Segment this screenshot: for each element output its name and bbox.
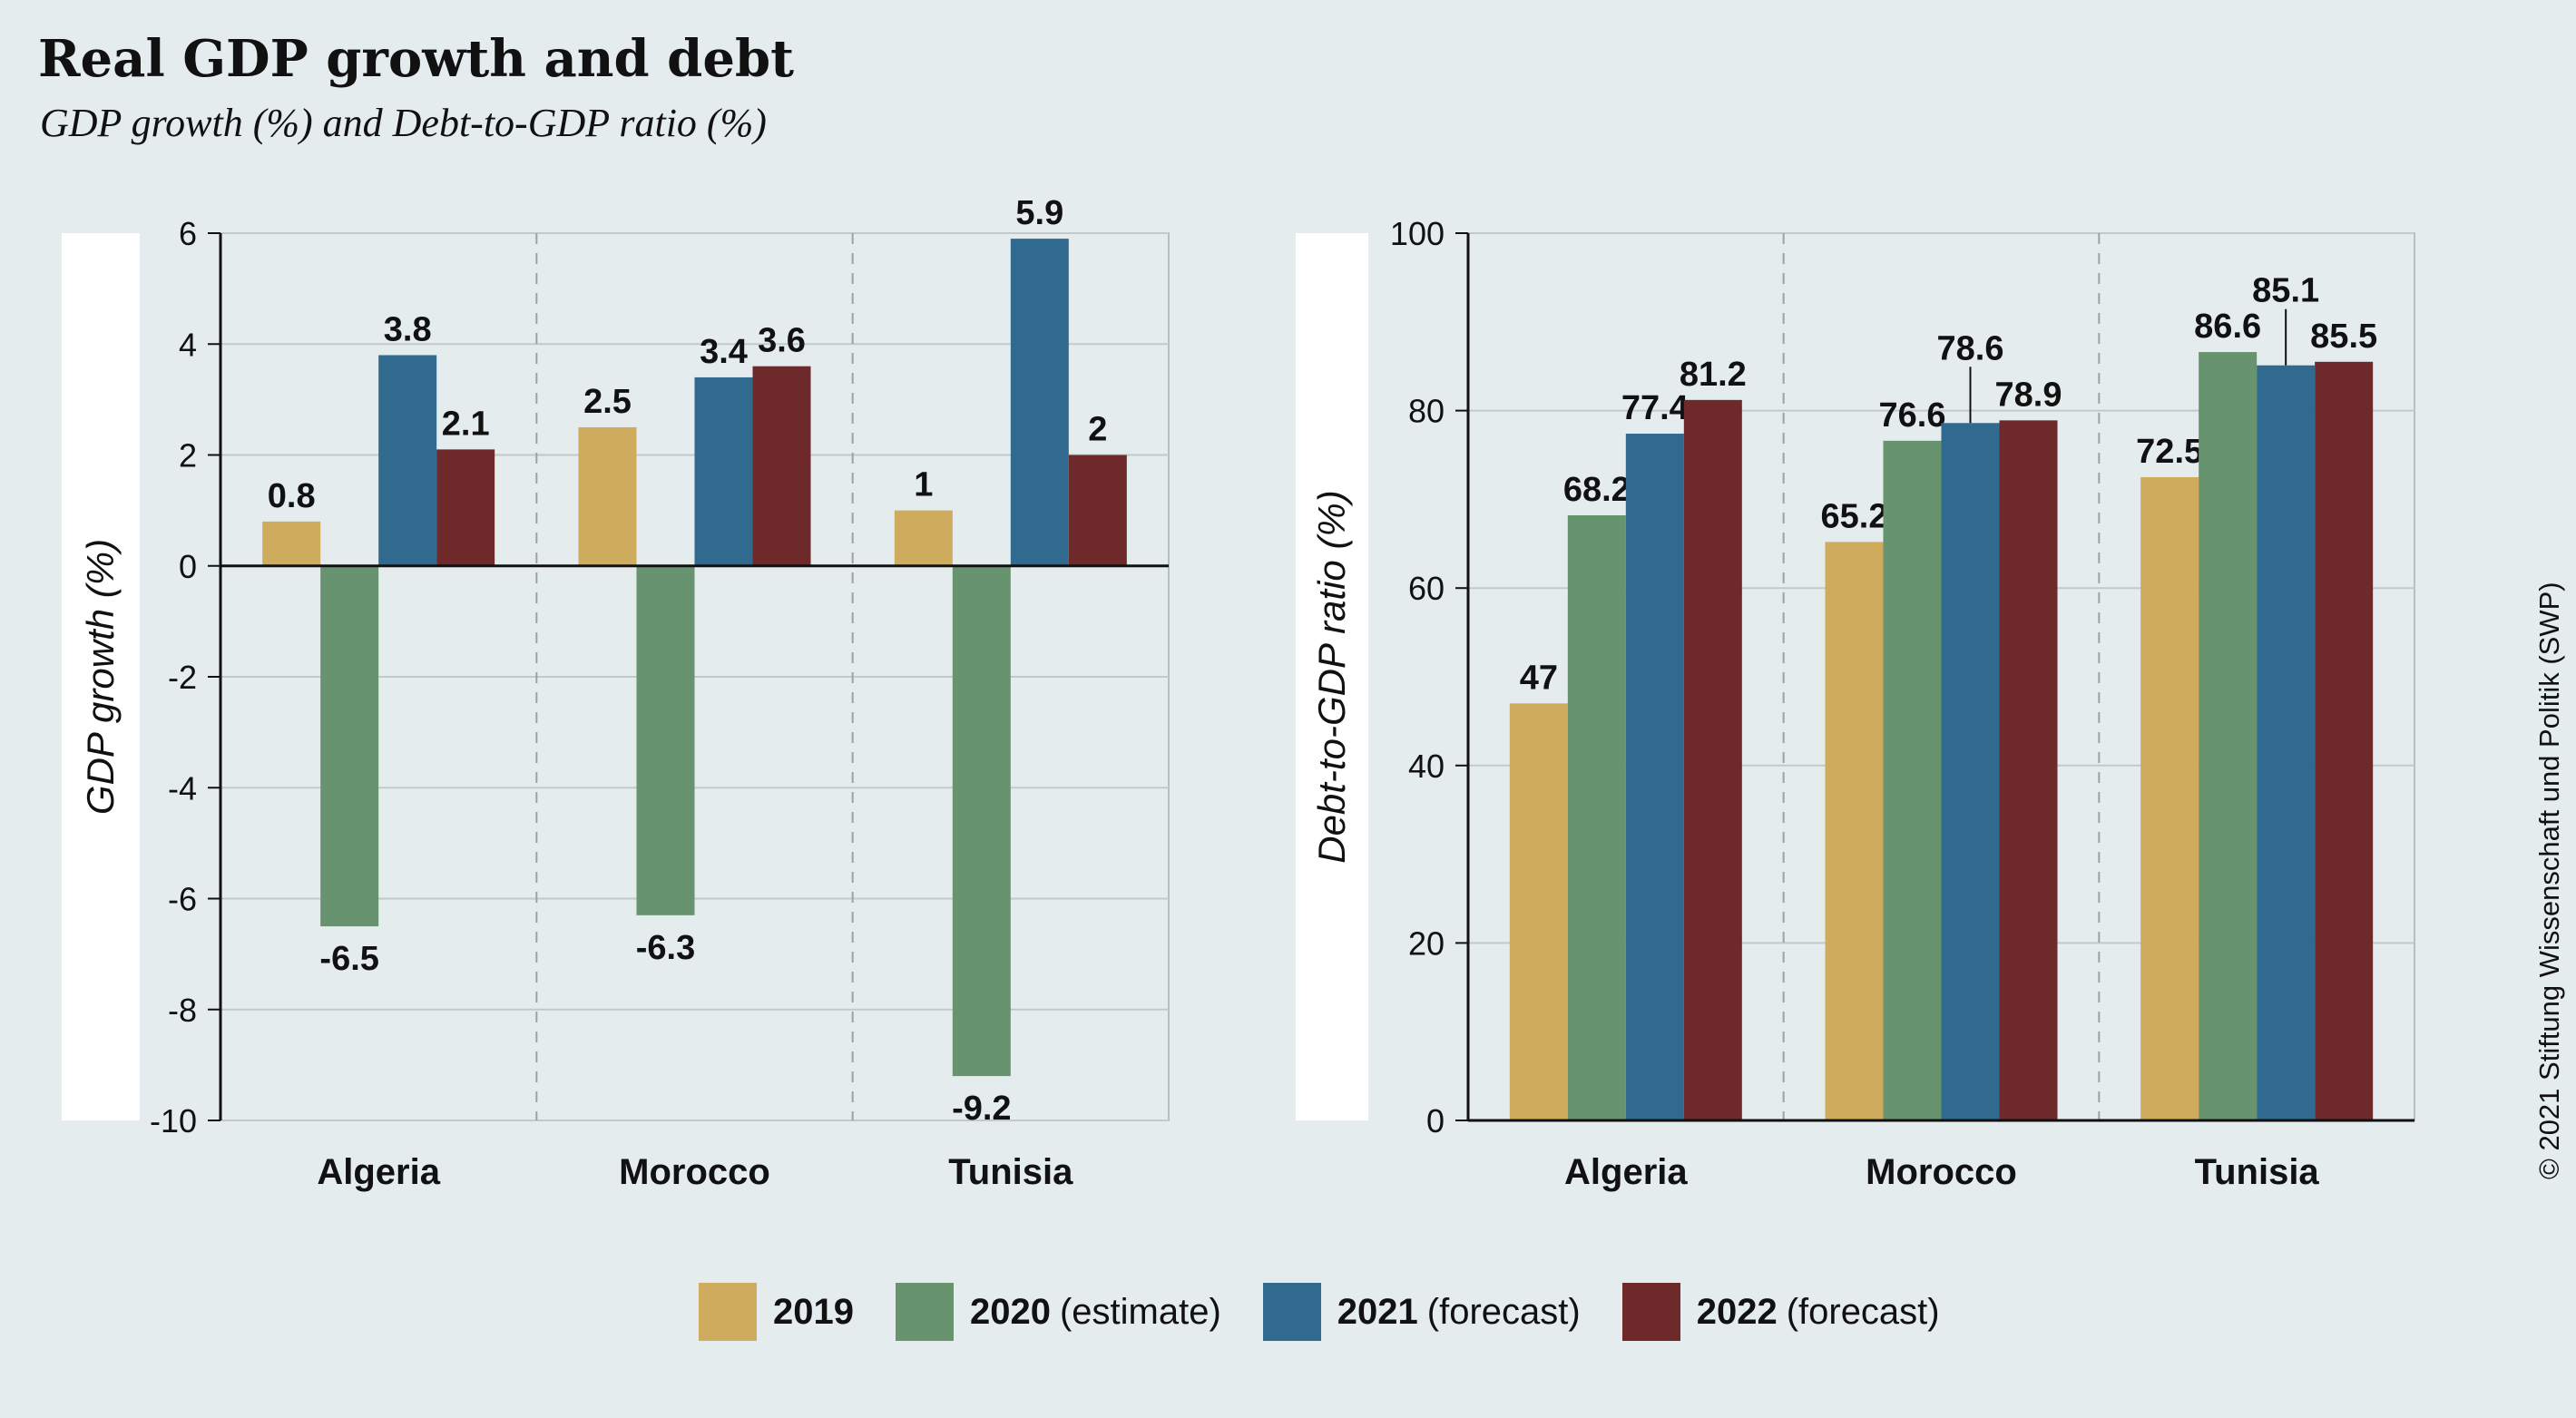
bar (1883, 440, 1942, 1120)
data-label: 2 (1088, 411, 1107, 449)
data-label: 68.2 (1563, 471, 1631, 509)
y-tick-label: -10 (150, 1102, 197, 1139)
bar (1567, 515, 1626, 1120)
y-tick-label: 2 (179, 437, 197, 474)
data-label: 47 (1520, 659, 1558, 697)
data-label: 77.4 (1621, 389, 1689, 427)
data-label: 85.1 (2252, 272, 2319, 310)
bar (1825, 542, 1884, 1120)
legend-swatch-2022 (1621, 1283, 1680, 1341)
data-label: 2.1 (442, 405, 490, 443)
data-label: 3.6 (758, 322, 806, 360)
legend-note: (forecast) (1786, 1291, 1940, 1332)
data-label: 1 (914, 466, 933, 504)
bar (1010, 239, 1069, 566)
data-label: -6.3 (636, 929, 695, 967)
x-category-label: Tunisia (2195, 1152, 2320, 1192)
bar (378, 355, 437, 566)
y-tick-label: 0 (1426, 1102, 1445, 1139)
legend-year: 2020 (969, 1291, 1051, 1332)
data-label: 78.6 (1937, 329, 2004, 367)
y-tick-label: 4 (179, 326, 197, 363)
data-label: 5.9 (1015, 194, 1063, 232)
legend-year: 2022 (1696, 1291, 1778, 1332)
bar (2315, 361, 2374, 1120)
x-category-label: Morocco (1866, 1152, 2017, 1192)
data-label: -6.5 (319, 940, 378, 978)
chart-title: Real GDP growth and debt (38, 29, 794, 89)
data-label: 0.8 (268, 477, 316, 515)
x-category-label: Morocco (619, 1152, 770, 1192)
data-label: 85.5 (2310, 318, 2377, 356)
bar (1941, 423, 2000, 1120)
bar (1068, 455, 1127, 566)
data-label: 3.4 (700, 333, 748, 371)
data-label: -9.2 (952, 1090, 1011, 1128)
legend-year: 2019 (773, 1291, 854, 1332)
x-category-label: Algeria (1564, 1152, 1688, 1192)
legend-year: 2021 (1337, 1291, 1418, 1332)
bar (1625, 434, 1684, 1120)
legend-item-2020: 2020 (estimate) (895, 1283, 1221, 1341)
bar (752, 366, 811, 566)
bar (952, 565, 1011, 1077)
legend-item-2021: 2021 (forecast) (1262, 1283, 1581, 1341)
data-label: 72.5 (2136, 433, 2203, 471)
y-tick-label: 100 (1390, 215, 1445, 252)
bar (894, 510, 953, 566)
bar (2199, 352, 2258, 1120)
y-tick-label: 0 (179, 548, 197, 585)
legend-item-2022: 2022 (forecast) (1621, 1283, 1940, 1341)
x-category-label: Algeria (317, 1152, 440, 1192)
bar (2140, 476, 2199, 1120)
legend-swatch-2021 (1262, 1283, 1321, 1341)
bar (1509, 703, 1568, 1120)
y-tick-label: 20 (1408, 924, 1445, 962)
legend-swatch-2020 (895, 1283, 954, 1341)
data-label: 81.2 (1680, 356, 1747, 394)
y-tick-label: 80 (1408, 393, 1445, 430)
x-category-label: Tunisia (948, 1152, 1073, 1192)
bar (1683, 399, 1742, 1120)
chart-subtitle: GDP growth (%) and Debt-to-GDP ratio (%) (40, 101, 767, 145)
bar (262, 521, 321, 566)
bar (694, 377, 753, 566)
bar (1999, 420, 2058, 1120)
data-label: 76.6 (1879, 396, 1946, 435)
data-label: 86.6 (2194, 308, 2261, 346)
copyright-notice: © 2021 Stiftung Wissenschaft und Politik… (2533, 582, 2565, 1179)
legend: 2019 2020 (estimate) 2021 (forecast) 202… (699, 1283, 1982, 1341)
ylabel-strip (1296, 233, 1368, 1120)
y-axis-label: GDP growth (%) (79, 539, 122, 815)
bar (578, 426, 637, 566)
y-tick-label: 60 (1408, 570, 1445, 607)
legend-swatch-2019 (699, 1283, 757, 1341)
bar (320, 565, 379, 927)
data-label: 3.8 (384, 310, 432, 348)
y-axis-label: Debt-to-GDP ratio (%) (1310, 490, 1353, 864)
legend-note: (forecast) (1426, 1291, 1581, 1332)
data-label: 78.9 (1995, 376, 2062, 414)
bar (2257, 365, 2316, 1120)
ylabel-strip (62, 233, 140, 1120)
y-tick-label: 6 (179, 215, 197, 252)
bar (636, 565, 695, 915)
legend-item-2019: 2019 (699, 1283, 854, 1341)
data-label: 65.2 (1821, 497, 1888, 535)
y-tick-label: -8 (168, 992, 197, 1029)
y-tick-label: 40 (1408, 748, 1445, 785)
y-tick-label: -2 (168, 659, 197, 696)
y-tick-label: -6 (168, 881, 197, 918)
legend-note: (estimate) (1059, 1291, 1221, 1332)
bar (436, 449, 495, 566)
data-label: 2.5 (583, 383, 632, 421)
y-tick-label: -4 (168, 769, 197, 807)
